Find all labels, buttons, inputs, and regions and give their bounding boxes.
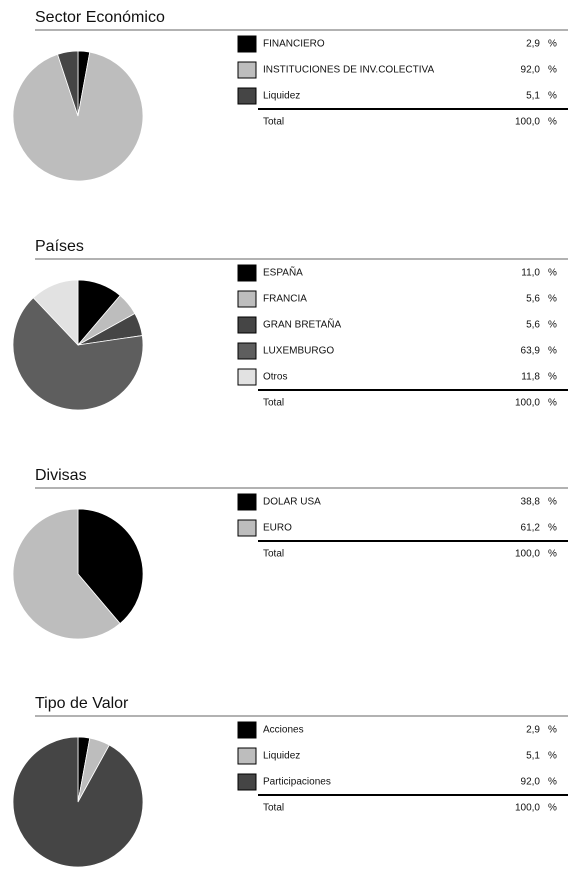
unit-label: % (548, 294, 557, 305)
section-title: Sector Económico (35, 9, 165, 26)
pie-slice (77, 508, 144, 625)
legend-swatch (237, 61, 257, 79)
legend-swatch (237, 368, 257, 386)
value-label: 11,8 (521, 372, 540, 383)
unit-label: % (548, 549, 557, 560)
pie-slice (12, 736, 144, 868)
total-value: 100,0 (515, 117, 540, 128)
value-label: 5,1 (526, 91, 540, 102)
legend-swatch (237, 721, 257, 739)
total-label: Total (263, 549, 284, 560)
unit-label: % (548, 117, 557, 128)
legend-swatch (237, 290, 257, 308)
legend-swatch (237, 342, 257, 360)
value-label: 5,6 (526, 320, 540, 331)
legend-label: GRAN BRETAÑA (263, 318, 341, 331)
pie-slice (32, 279, 79, 347)
unit-label: % (548, 777, 557, 788)
unit-label: % (548, 803, 557, 814)
pie-slice (12, 508, 121, 640)
section-title: Países (35, 238, 84, 255)
unit-label: % (548, 65, 557, 76)
unit-label: % (548, 346, 557, 357)
unit-label: % (548, 268, 557, 279)
legend-label: Liquidez (263, 751, 300, 762)
unit-label: % (548, 372, 557, 383)
legend-swatch (237, 493, 257, 511)
legend-swatch (237, 35, 257, 53)
unit-label: % (548, 497, 557, 508)
value-label: 2,9 (526, 725, 540, 736)
unit-label: % (548, 751, 557, 762)
legend-label: ESPAÑA (263, 266, 303, 279)
legend-label: Acciones (263, 725, 304, 736)
pie-slice (12, 297, 144, 411)
legend-label: FRANCIA (263, 294, 307, 305)
legend-swatch (237, 773, 257, 791)
legend-label: Otros (263, 372, 287, 383)
legend-label: LUXEMBURGO (263, 346, 334, 357)
legend-swatch (237, 519, 257, 537)
legend-label: EURO (263, 523, 292, 534)
total-value: 100,0 (515, 398, 540, 409)
unit-label: % (548, 91, 557, 102)
legend-swatch (237, 316, 257, 334)
unit-label: % (548, 725, 557, 736)
total-label: Total (263, 803, 284, 814)
unit-label: % (548, 320, 557, 331)
total-value: 100,0 (515, 549, 540, 560)
unit-label: % (548, 398, 557, 409)
value-label: 63,9 (521, 346, 541, 357)
value-label: 11,0 (521, 268, 540, 279)
value-label: 92,0 (521, 777, 541, 788)
legend-label: INSTITUCIONES DE INV.COLECTIVA (263, 65, 434, 76)
value-label: 92,0 (521, 65, 541, 76)
legend-swatch (237, 747, 257, 765)
legend-label: Liquidez (263, 91, 300, 102)
total-label: Total (263, 117, 284, 128)
value-label: 2,9 (526, 39, 540, 50)
value-label: 5,6 (526, 294, 540, 305)
legend-label: DOLAR USA (263, 497, 321, 508)
legend-swatch (237, 87, 257, 105)
legend-label: Participaciones (263, 777, 331, 788)
legend-label: FINANCIERO (263, 39, 325, 50)
section-title: Tipo de Valor (35, 695, 129, 712)
total-label: Total (263, 398, 284, 409)
total-value: 100,0 (515, 803, 540, 814)
unit-label: % (548, 39, 557, 50)
value-label: 5,1 (526, 751, 540, 762)
value-label: 61,2 (521, 523, 541, 534)
pie-slice (12, 51, 144, 182)
value-label: 38,8 (521, 497, 541, 508)
unit-label: % (548, 523, 557, 534)
legend-swatch (237, 264, 257, 282)
pie-slice (57, 50, 79, 117)
section-title: Divisas (35, 467, 87, 484)
